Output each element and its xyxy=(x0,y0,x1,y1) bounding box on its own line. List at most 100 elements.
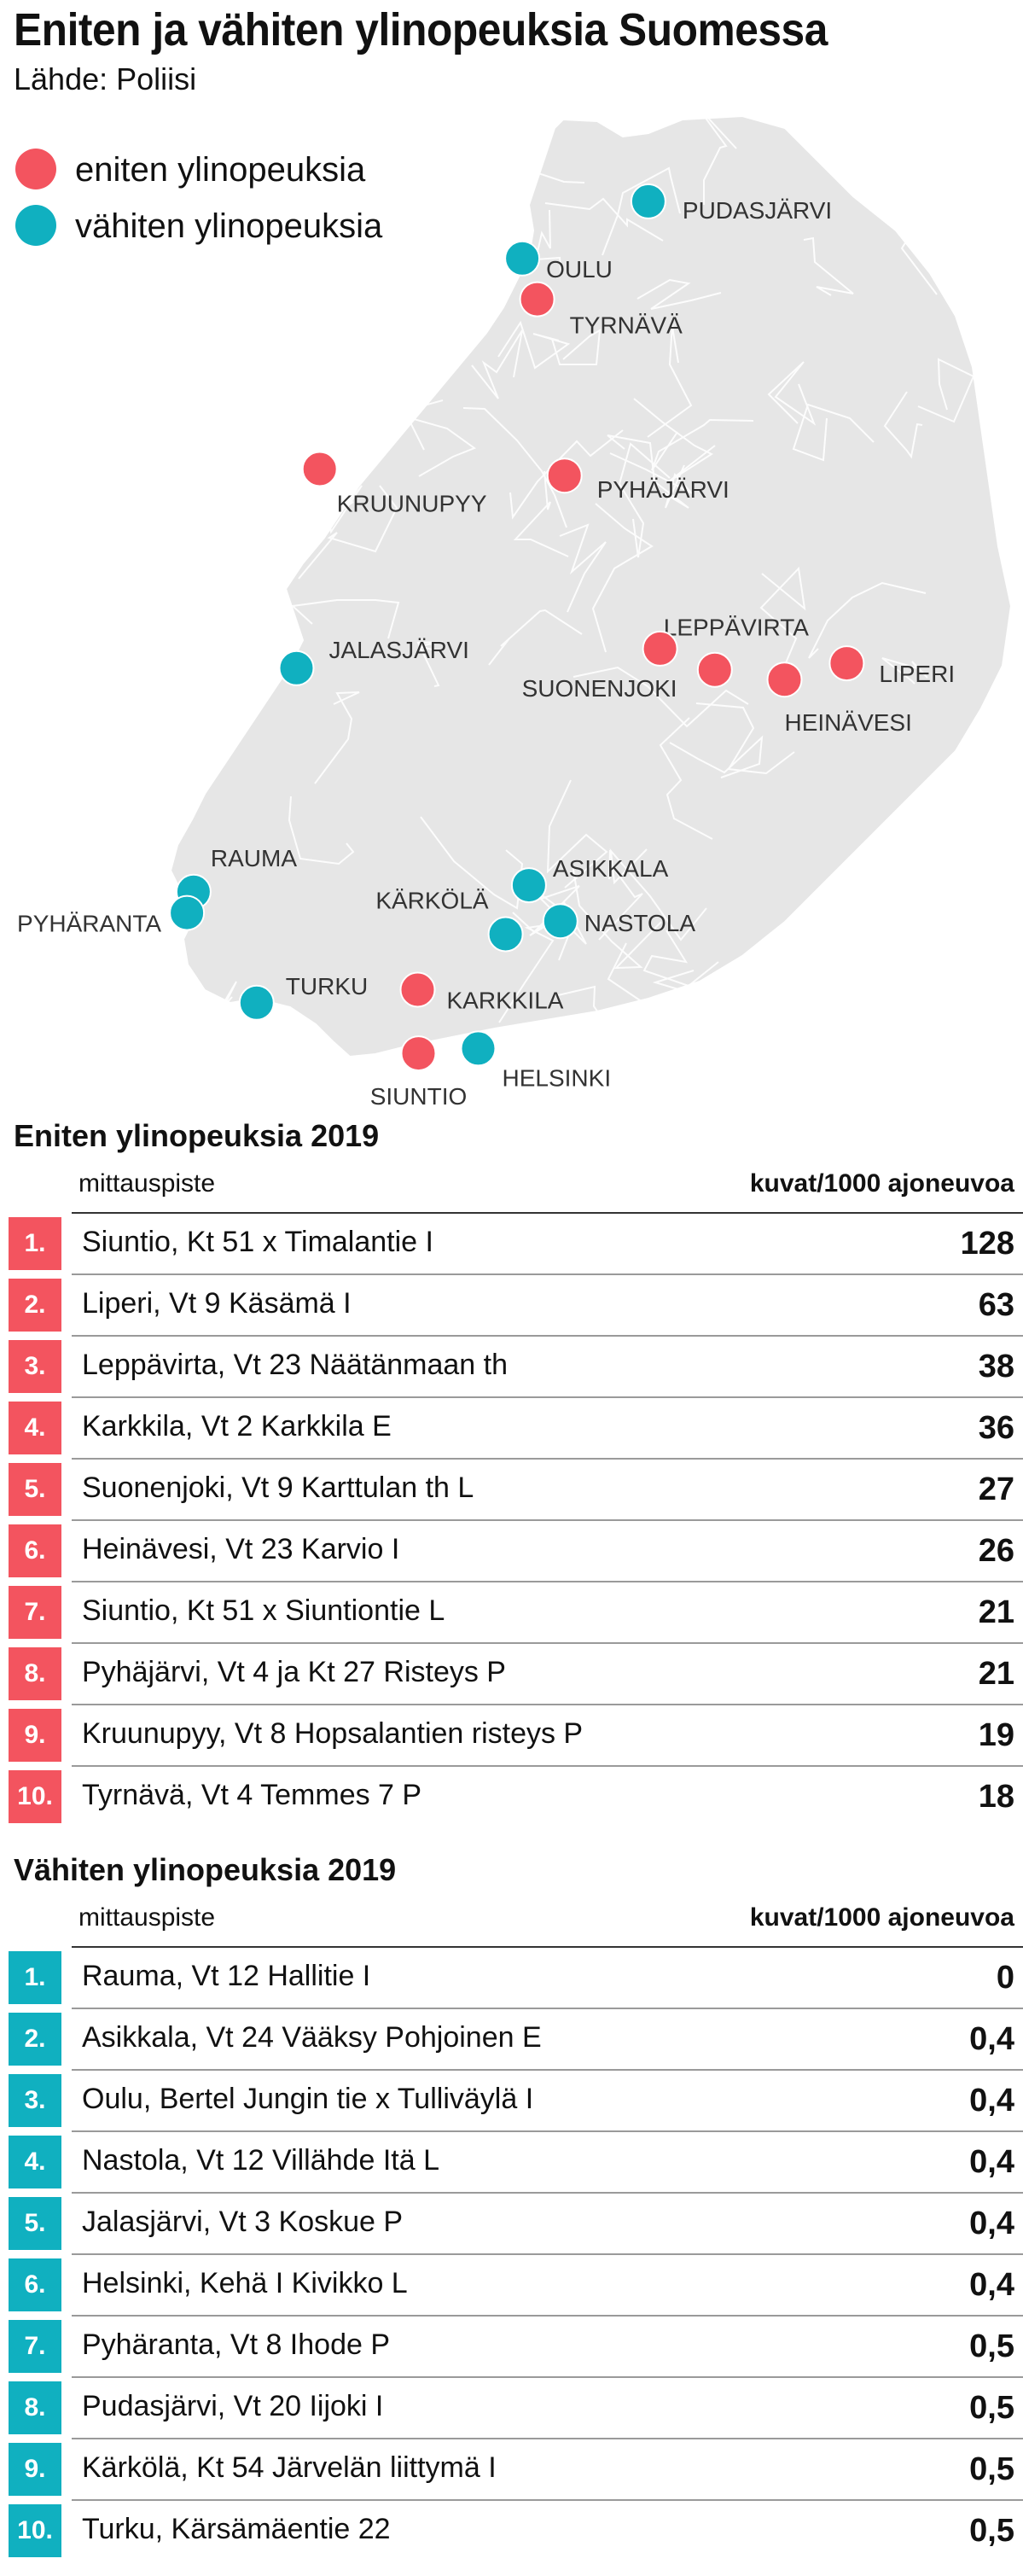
least-table-row: 7. Pyhäranta, Vt 8 Ihode P 0,5 xyxy=(0,2317,1023,2378)
rank-badge: 8. xyxy=(9,2381,61,2434)
marker-nastola xyxy=(542,903,578,940)
most-table-row: 6. Heinävesi, Vt 23 Karvio I 26 xyxy=(0,1521,1023,1582)
row-divider xyxy=(72,1458,1023,1460)
least-table-row: 9. Kärkölä, Kt 54 Järvelän liittymä I 0,5 xyxy=(0,2439,1023,2501)
location-name: Heinävesi, Vt 23 Karvio I xyxy=(82,1533,400,1565)
location-name: Pyhäranta, Vt 8 Ihode P xyxy=(82,2328,391,2361)
city-label-leppävirta: LEPPÄVIRTA xyxy=(664,615,809,641)
row-divider xyxy=(72,2069,1023,2071)
row-divider xyxy=(72,2499,1023,2501)
rank-badge: 1. xyxy=(9,1951,61,2004)
row-divider xyxy=(72,1642,1023,1644)
rank-badge: 4. xyxy=(9,1402,61,1454)
row-divider xyxy=(72,2130,1023,2132)
location-name: Helsinki, Kehä I Kivikko L xyxy=(82,2267,408,2299)
marker-oulu xyxy=(504,240,541,277)
least-table-title: Vähiten ylinopeuksia 2019 xyxy=(14,1852,397,1887)
most-col-location: mittauspiste xyxy=(78,1169,216,1198)
location-name: Jalasjärvi, Vt 3 Koskue P xyxy=(82,2206,404,2238)
marker-pyhäranta xyxy=(169,895,206,931)
location-name: Pudasjärvi, Vt 20 Iijoki I xyxy=(82,2390,384,2422)
value-cell: 0,5 xyxy=(969,2328,1014,2364)
most-table-row: 8. Pyhäjärvi, Vt 4 ja Kt 27 Risteys P 21 xyxy=(0,1644,1023,1705)
rank-badge: 7. xyxy=(9,1586,61,1639)
value-cell: 27 xyxy=(978,1472,1014,1507)
most-table-row: 7. Siuntio, Kt 51 x Siuntiontie L 21 xyxy=(0,1582,1023,1644)
row-divider xyxy=(72,1273,1023,1275)
most-table-row: 4. Karkkila, Vt 2 Karkkila E 36 xyxy=(0,1398,1023,1460)
value-cell: 0,5 xyxy=(969,2513,1014,2549)
least-table-row: 8. Pudasjärvi, Vt 20 Iijoki I 0,5 xyxy=(0,2378,1023,2439)
least-table-row: 10. Turku, Kärsämäentie 22 0,5 xyxy=(0,2501,1023,2561)
map-markers: PUDASJÄRVI OULU TYRNÄVÄ KRUUNUPYY PYHÄJÄRVI L… xyxy=(17,183,955,1110)
finland-map: eniten ylinopeuksia vähiten ylinopeuksia… xyxy=(15,102,1023,1110)
least-table-row: 6. Helsinki, Kehä I Kivikko L 0,4 xyxy=(0,2255,1023,2317)
rank-badge: 4. xyxy=(9,2136,61,2188)
value-cell: 128 xyxy=(960,1226,1014,1262)
location-name: Nastola, Vt 12 Villähde Itä L xyxy=(82,2144,439,2177)
legend-least-label: vähiten ylinopeuksia xyxy=(75,207,383,245)
rank-badge: 3. xyxy=(9,1340,61,1393)
rank-badge: 5. xyxy=(9,1463,61,1516)
location-name: Rauma, Vt 12 Hallitie I xyxy=(82,1960,371,1992)
least-table-row: 1. Rauma, Vt 12 Hallitie I 0 xyxy=(0,1948,1023,2009)
row-divider xyxy=(72,2315,1023,2317)
rank-badge: 1. xyxy=(9,1217,61,1270)
location-name: Tyrnävä, Vt 4 Temmes 7 P xyxy=(82,1779,422,1811)
city-label-liperi: LIPERI xyxy=(879,661,955,687)
value-cell: 0,4 xyxy=(969,2267,1014,2303)
row-divider xyxy=(72,2438,1023,2439)
city-label-suonenjoki: SUONENJOKI xyxy=(522,675,677,702)
row-divider xyxy=(72,2008,1023,2009)
value-cell: 0,5 xyxy=(969,2390,1014,2426)
city-label-kruunupyy: KRUUNUPYY xyxy=(337,491,487,517)
row-divider xyxy=(72,2253,1023,2255)
least-table-row: 2. Asikkala, Vt 24 Vääksy Pohjoinen E 0,4 xyxy=(0,2009,1023,2071)
rank-badge: 10. xyxy=(9,1770,61,1823)
map-legend: eniten ylinopeuksia vähiten ylinopeuksia xyxy=(15,149,383,246)
value-cell: 36 xyxy=(978,1410,1014,1446)
location-name: Suonenjoki, Vt 9 Karttulan th L xyxy=(82,1472,474,1504)
location-name: Karkkila, Vt 2 Karkkila E xyxy=(82,1410,392,1442)
location-name: Liperi, Vt 9 Käsämä I xyxy=(82,1287,352,1320)
rank-badge: 2. xyxy=(9,2013,61,2066)
city-label-tyrnävä: TYRNÄVÄ xyxy=(570,312,683,339)
value-cell: 21 xyxy=(978,1594,1014,1630)
finland-land-area xyxy=(169,114,1013,1058)
city-label-asikkala: ASIKKALA xyxy=(553,855,669,882)
marker-heinävesi xyxy=(766,661,803,698)
marker-tyrnävä xyxy=(519,281,555,318)
row-divider xyxy=(72,1335,1023,1337)
row-divider xyxy=(72,1519,1023,1521)
location-name: Oulu, Bertel Jungin tie x Tulliväylä I xyxy=(82,2083,534,2115)
marker-pyhäjärvi xyxy=(546,458,583,494)
location-name: Siuntio, Kt 51 x Siuntiontie L xyxy=(82,1594,445,1627)
page-title: Eniten ja vähiten ylinopeuksia Suomessa xyxy=(14,4,828,55)
least-col-value: kuvat/1000 ajoneuvoa xyxy=(749,1903,1014,1932)
least-col-location: mittauspiste xyxy=(78,1903,216,1932)
city-label-jalasjärvi: JALASJÄRVI xyxy=(329,637,469,663)
most-table-row: 1. Siuntio, Kt 51 x Timalantie I 128 xyxy=(0,1214,1023,1275)
value-cell: 0,4 xyxy=(969,2206,1014,2241)
least-header-rule xyxy=(72,1946,1023,1948)
rank-badge: 10. xyxy=(9,2504,61,2557)
marker-jalasjärvi xyxy=(278,650,315,686)
value-cell: 19 xyxy=(978,1717,1014,1753)
location-name: Kärkölä, Kt 54 Järvelän liittymä I xyxy=(82,2451,497,2484)
location-name: Asikkala, Vt 24 Vääksy Pohjoinen E xyxy=(82,2021,542,2054)
rank-badge: 6. xyxy=(9,1524,61,1577)
location-name: Siuntio, Kt 51 x Timalantie I xyxy=(82,1226,433,1258)
value-cell: 38 xyxy=(978,1349,1014,1384)
marker-pudasjärvi xyxy=(630,183,666,219)
rank-badge: 7. xyxy=(9,2320,61,2373)
marker-suonenjoki xyxy=(642,630,678,667)
city-label-pudasjärvi: PUDASJÄRVI xyxy=(683,197,832,224)
value-cell: 21 xyxy=(978,1656,1014,1692)
location-name: Pyhäjärvi, Vt 4 ja Kt 27 Risteys P xyxy=(82,1656,506,1688)
most-col-value: kuvat/1000 ajoneuvoa xyxy=(749,1169,1014,1198)
value-cell: 63 xyxy=(978,1287,1014,1323)
value-cell: 0 xyxy=(996,1960,1014,1996)
rank-badge: 8. xyxy=(9,1647,61,1700)
marker-kruunupyy xyxy=(301,451,338,487)
marker-helsinki xyxy=(460,1030,497,1067)
